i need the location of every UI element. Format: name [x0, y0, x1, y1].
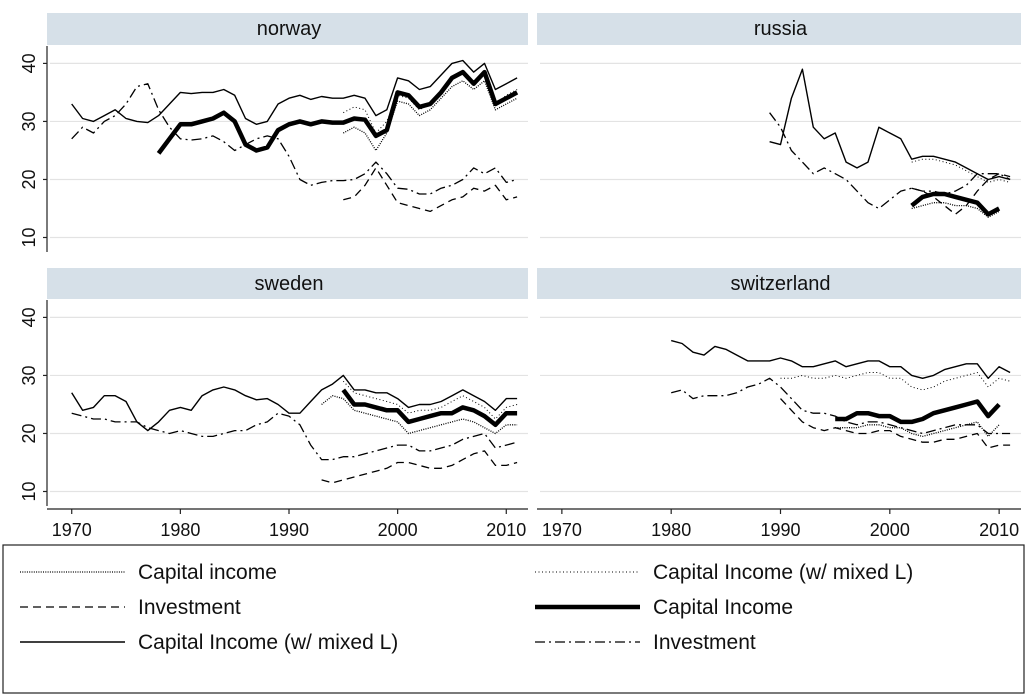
- series-line: [835, 399, 1001, 425]
- facet-title: sweden: [255, 273, 324, 295]
- x-tick-label: 1990: [760, 520, 800, 540]
- series-line: [671, 377, 1011, 435]
- facet-title: switzerland: [730, 273, 830, 295]
- series-line: [71, 374, 518, 432]
- x-tick-label: 1970: [52, 520, 92, 540]
- y-tick-label: 20: [19, 423, 39, 443]
- series-line: [835, 421, 1000, 438]
- series-line: [911, 202, 1000, 218]
- legend-label: Capital Income (w/ mixed L): [138, 631, 398, 654]
- facet-strip: [47, 13, 528, 45]
- y-tick-label: 10: [19, 227, 39, 247]
- series-line: [769, 112, 1011, 210]
- series-line: [342, 80, 518, 152]
- facet-strip: [537, 268, 1021, 299]
- series-line: [71, 83, 518, 195]
- legend-label: Capital Income: [653, 596, 793, 619]
- x-tick-label: 2010: [486, 520, 526, 540]
- y-tick-label: 20: [19, 169, 39, 189]
- legend-label: Investment: [653, 631, 756, 654]
- y-tick-label: 40: [19, 53, 39, 73]
- facet-title: norway: [257, 18, 321, 40]
- y-tick-label: 30: [19, 365, 39, 385]
- x-tick-label: 2000: [870, 520, 910, 540]
- y-tick-label: 30: [19, 111, 39, 131]
- y-tick-label: 10: [19, 481, 39, 501]
- facet-title: russia: [754, 18, 808, 40]
- legend-label: Capital Income (w/ mixed L): [653, 561, 913, 584]
- x-tick-label: 1990: [269, 520, 309, 540]
- x-tick-label: 1980: [160, 520, 200, 540]
- legend-label: Capital income: [138, 561, 277, 584]
- y-tick-label: 40: [19, 307, 39, 327]
- series-line: [341, 388, 518, 428]
- legend-box: [2, 544, 1025, 694]
- series-line: [71, 59, 518, 125]
- series-line: [321, 395, 518, 435]
- series-line: [342, 380, 518, 420]
- x-tick-label: 2000: [378, 520, 418, 540]
- series-line: [780, 398, 1011, 449]
- series-line: [156, 69, 519, 155]
- series-line: [769, 68, 1011, 181]
- series-line: [911, 158, 1011, 183]
- x-tick-label: 1980: [651, 520, 691, 540]
- series-line: [780, 372, 1011, 391]
- x-tick-label: 1970: [542, 520, 582, 540]
- series-line: [321, 450, 518, 484]
- legend-label: Investment: [138, 596, 241, 619]
- series-line: [910, 191, 1001, 217]
- series-line: [671, 339, 1011, 379]
- x-tick-label: 2010: [979, 520, 1019, 540]
- series-line: [71, 412, 518, 461]
- facet-strip: [47, 268, 528, 299]
- facet-strip: [537, 13, 1021, 45]
- series-line: [343, 167, 518, 213]
